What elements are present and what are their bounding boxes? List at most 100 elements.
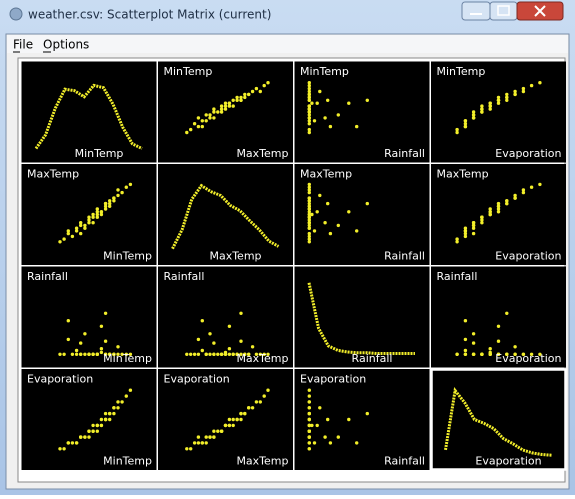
data-point: [323, 435, 327, 439]
data-point: [227, 324, 232, 328]
data-point: [196, 337, 201, 342]
data-point: [108, 204, 112, 208]
menu-item[interactable]: File: [13, 38, 33, 52]
data-point: [480, 107, 484, 111]
data-point: [521, 190, 526, 195]
data-point: [243, 95, 247, 100]
data-point: [315, 210, 319, 214]
data-point: [480, 352, 484, 356]
maximize-button[interactable]: [489, 1, 518, 21]
data-point: [355, 124, 359, 129]
data-point: [196, 441, 201, 445]
data-point: [307, 204, 311, 208]
plot-panel[interactable]: [294, 266, 430, 368]
data-point: [239, 417, 243, 422]
data-point: [83, 226, 87, 230]
data-point: [223, 423, 228, 428]
plot-panel[interactable]: [158, 61, 293, 163]
data-point: [231, 98, 235, 103]
data-point: [91, 423, 95, 428]
data-point: [480, 215, 484, 219]
data-point: [219, 107, 224, 111]
data-point: [189, 127, 193, 132]
data-point: [455, 240, 459, 244]
plot-panel[interactable]: [21, 164, 157, 265]
data-point: [95, 212, 100, 217]
plot-panel[interactable]: [294, 164, 430, 265]
data-point: [254, 86, 259, 91]
data-point: [66, 319, 71, 323]
data-point: [496, 207, 501, 211]
plot-panel[interactable]: [294, 61, 430, 163]
density-curve: [307, 282, 415, 355]
data-point: [243, 411, 247, 416]
data-point: [87, 215, 91, 219]
data-point: [455, 237, 459, 241]
data-point: [108, 411, 112, 416]
data-point: [216, 352, 220, 356]
plot-panel[interactable]: [21, 266, 157, 368]
minimize-button[interactable]: [461, 1, 491, 21]
data-point: [227, 417, 232, 422]
data-point: [262, 352, 266, 356]
data-point: [307, 226, 311, 230]
data-point: [318, 193, 322, 198]
plot-panel[interactable]: [21, 369, 157, 470]
data-point: [227, 101, 232, 105]
data-point: [79, 231, 83, 236]
plot-panel[interactable]: [158, 369, 293, 470]
data-point: [326, 98, 330, 103]
y-variable-label: Evaporation: [27, 373, 93, 386]
plot-panel[interactable]: [158, 266, 293, 368]
data-point: [513, 352, 517, 356]
menu-item[interactable]: Options: [43, 38, 89, 52]
plot-panel[interactable]: [431, 266, 566, 368]
data-point: [66, 229, 71, 233]
data-point: [307, 406, 311, 410]
data-point: [488, 210, 492, 214]
diagonal-label: Evaporation: [475, 455, 541, 468]
data-point: [496, 352, 501, 356]
data-point: [204, 113, 208, 117]
data-point: [307, 210, 311, 214]
data-point: [538, 182, 542, 187]
data-point: [488, 107, 492, 111]
data-point: [488, 101, 492, 105]
data-point: [307, 201, 311, 206]
data-point: [91, 429, 95, 433]
y-variable-label: Rainfall: [27, 270, 68, 283]
plot-panel[interactable]: [158, 164, 293, 265]
data-point: [254, 352, 259, 356]
data-point: [87, 435, 91, 439]
data-point: [116, 193, 120, 198]
data-point: [208, 113, 212, 117]
plot-panel[interactable]: [431, 164, 566, 265]
data-point: [99, 324, 104, 328]
data-point: [87, 221, 91, 225]
data-point: [128, 352, 133, 356]
data-point: [243, 92, 247, 97]
data-point: [239, 352, 243, 356]
plot-panel[interactable]: [431, 61, 566, 163]
plot-panel[interactable]: [294, 369, 430, 470]
data-point: [463, 352, 468, 356]
data-point: [91, 212, 95, 217]
data-point: [505, 352, 509, 356]
y-variable-label: MaxTemp: [300, 168, 352, 181]
data-point: [307, 83, 311, 88]
data-point: [128, 182, 133, 187]
plot-panel[interactable]: [430, 368, 567, 471]
data-point: [307, 188, 311, 192]
data-point: [239, 411, 243, 416]
y-variable-label: Rainfall: [437, 270, 478, 283]
data-point: [471, 341, 476, 345]
data-point: [66, 337, 71, 342]
data-point: [307, 221, 311, 225]
y-variable-label: MinTemp: [437, 65, 486, 78]
data-point: [200, 124, 204, 129]
data-point: [307, 182, 311, 187]
data-point: [505, 92, 509, 97]
data-point: [310, 101, 314, 105]
data-point: [471, 231, 476, 236]
data-point: [79, 223, 83, 228]
